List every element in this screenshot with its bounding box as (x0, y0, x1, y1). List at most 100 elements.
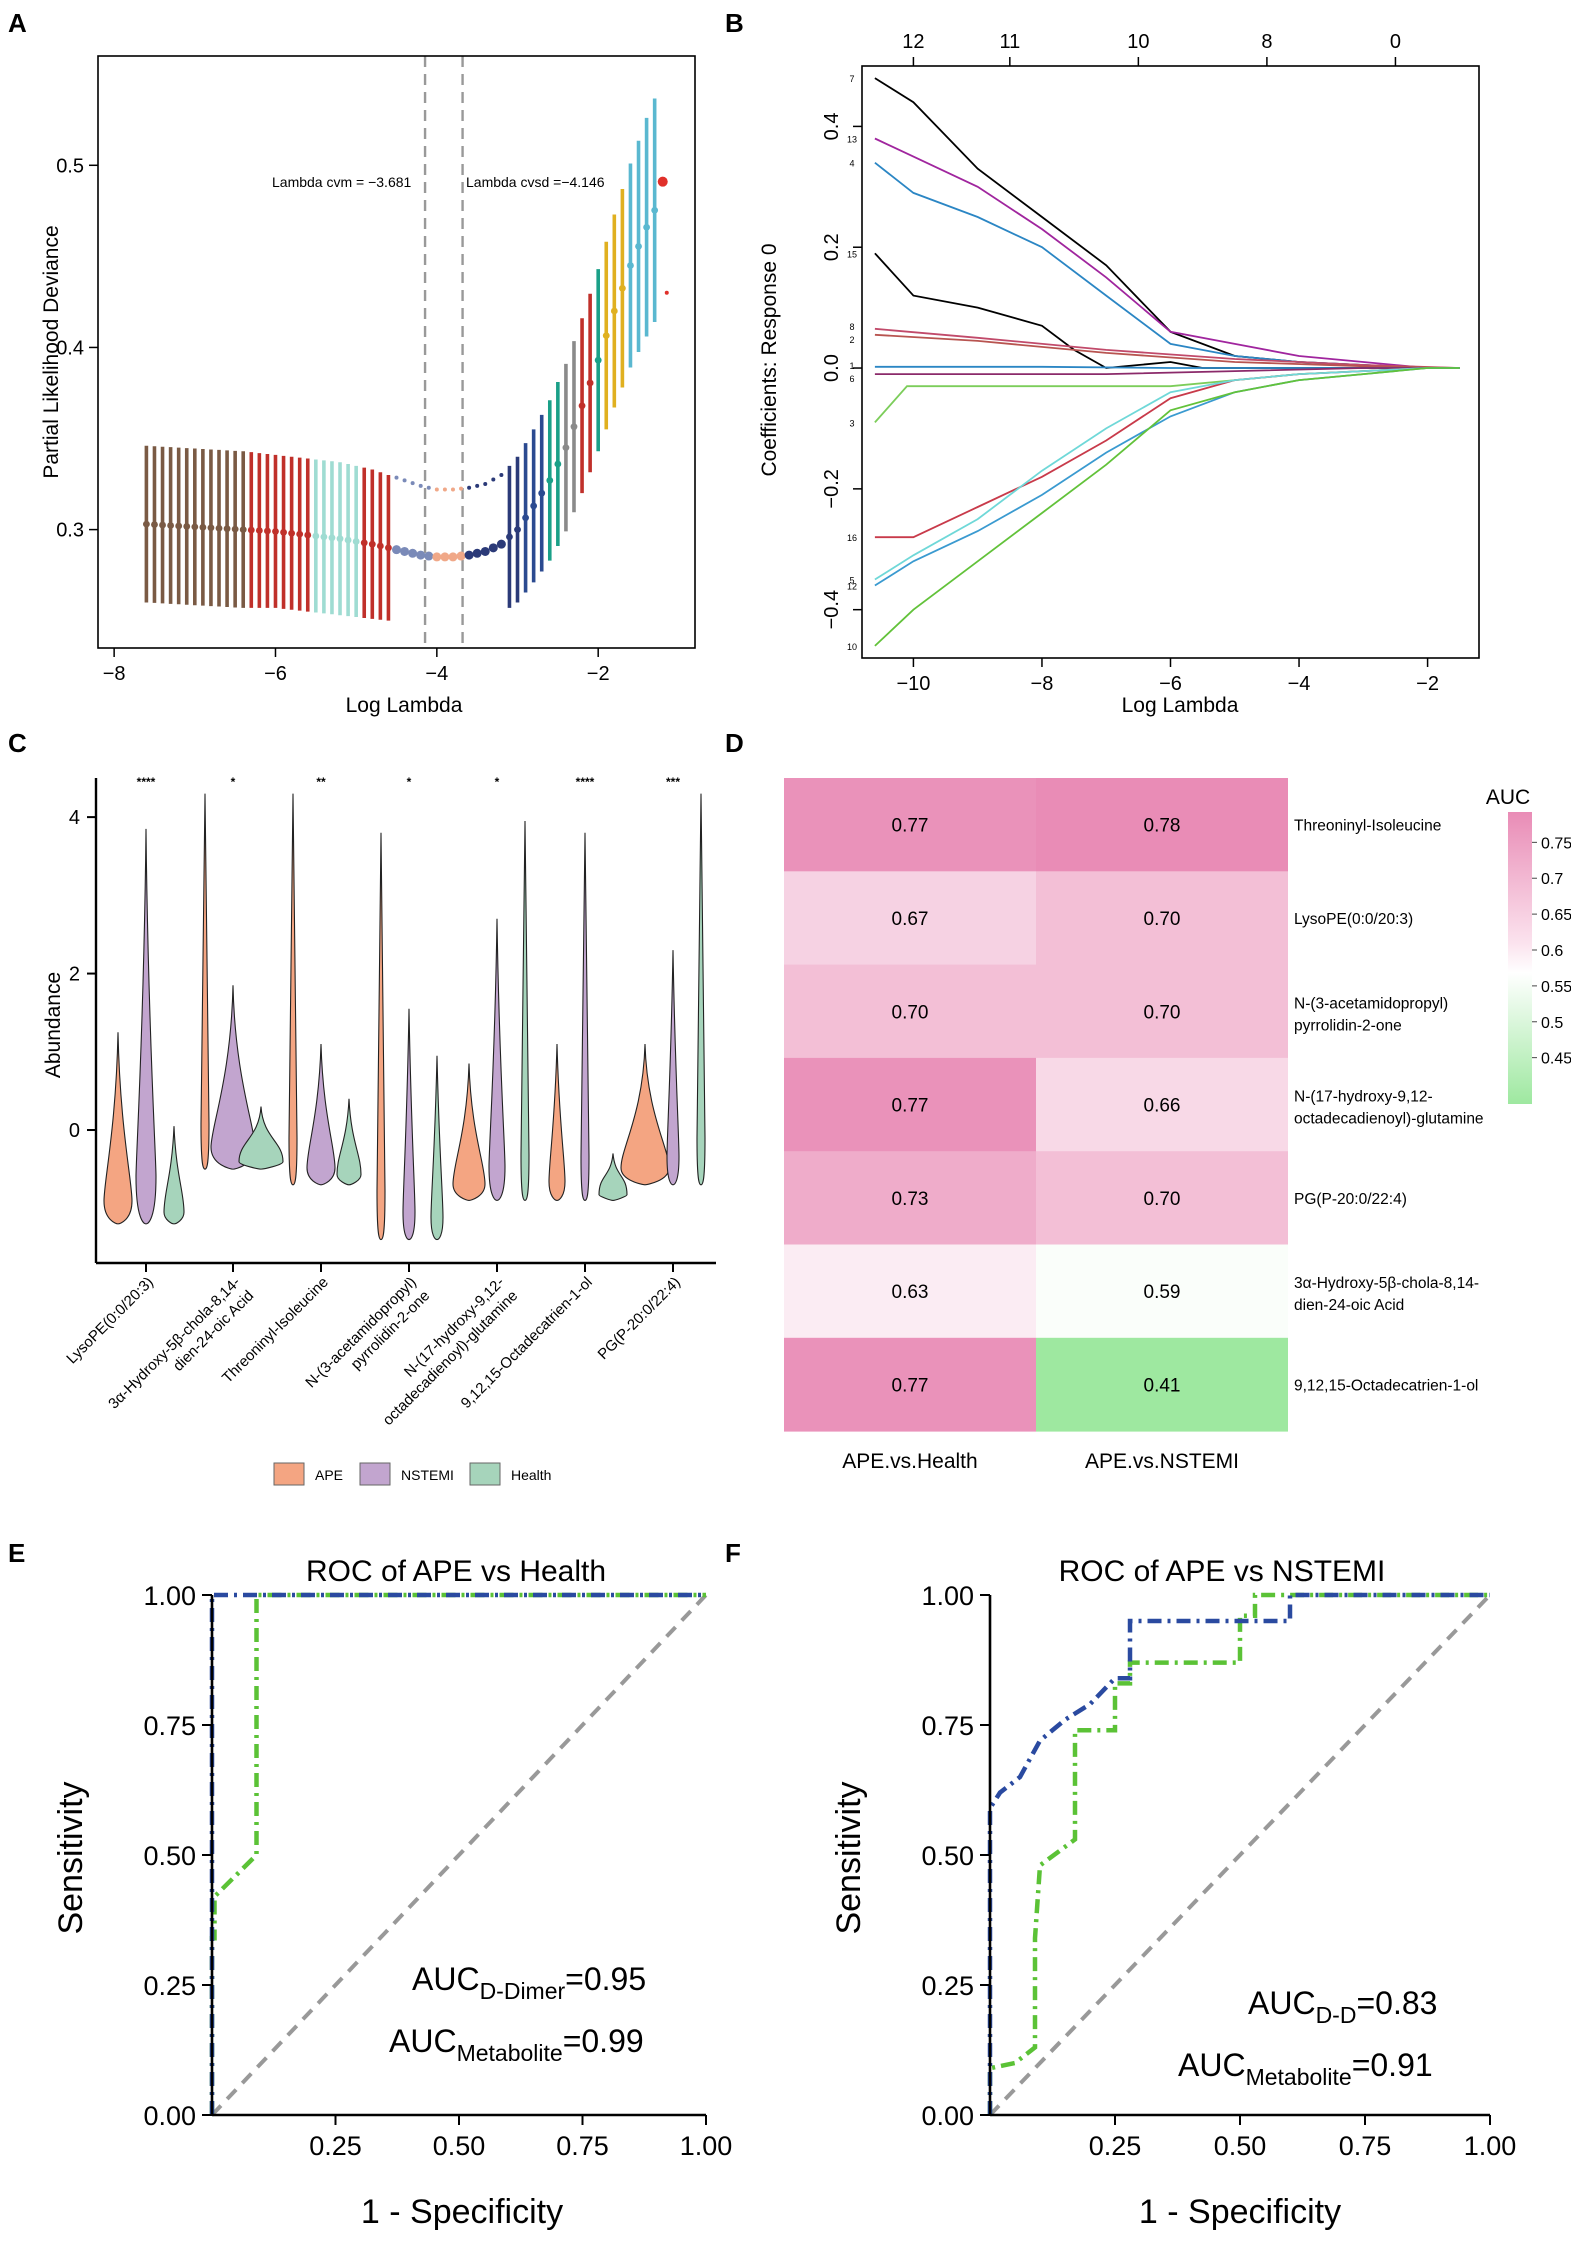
f-xtick-label-2: 0.75 (1339, 2131, 1392, 2161)
mean-point-36 (432, 552, 442, 562)
violin-ape-0 (103, 1032, 133, 1225)
heat-value-6-1: 0.41 (1144, 1375, 1181, 1396)
f-xtick-label-3: 1.00 (1464, 2131, 1517, 2161)
mean-point-29 (376, 542, 384, 550)
mean-point-11 (231, 525, 239, 533)
mean-point-32 (400, 546, 410, 556)
heat-row-label-1: LysoPE(0:0/20:3) (1294, 911, 1413, 928)
f-ytick-label-4: 1.00 (921, 1581, 974, 1611)
error-cap-36 (434, 487, 439, 492)
coef-label-16: 16 (847, 533, 857, 543)
f-ytick-label-2: 0.50 (921, 1841, 974, 1871)
error-cap-40 (467, 485, 472, 490)
panel-e-auc-metabolite-value: =0.99 (563, 2023, 644, 2059)
e-xtick-label-1: 0.50 (433, 2131, 486, 2161)
mean-point-55 (586, 379, 594, 387)
violin-health-4 (520, 821, 530, 1201)
panel-e-ylabel: Sensitivity (52, 1781, 90, 1934)
error-point-last (664, 290, 669, 295)
panel-f-auc-metabolite: AUCMetabolite=0.91 (1178, 2047, 1433, 2090)
mean-point-24 (336, 535, 344, 543)
colorbar (1508, 812, 1532, 1104)
error-cap-33 (410, 481, 415, 486)
mean-point-39 (456, 551, 466, 561)
mean-point-23 (328, 534, 336, 542)
heatmap-col-label-health: APE.vs.Health (842, 1450, 977, 1473)
mean-point-26 (352, 538, 360, 545)
mean-point-62 (643, 223, 650, 231)
coef-label-6: 6 (849, 374, 854, 384)
panel-f-auc-dd: AUCD-D=0.83 (1248, 1985, 1437, 2028)
coef-path-2 (874, 333, 1460, 369)
mean-point-17 (280, 528, 287, 536)
panel-e-axes: 0.00 0.25 0.50 0.75 1.00 0.25 0.50 0.75 1.00 (143, 1581, 732, 2161)
panel-f-auc-metabolite-sub: Metabolite (1246, 2064, 1352, 2090)
heat-row-label-4: PG(P-20:0/22:4) (1294, 1191, 1407, 1208)
heat-value-5-1: 0.59 (1144, 1282, 1181, 1303)
heat-cell-1-1 (1036, 871, 1288, 966)
panel-f-title: ROC of APE vs NSTEMI (1059, 1555, 1386, 1588)
mean-point-0 (143, 520, 150, 528)
heat-value-3-1: 0.66 (1144, 1096, 1181, 1117)
mean-point-61 (635, 242, 642, 250)
heat-cell-2-0 (784, 964, 1036, 1059)
mean-point-49 (538, 489, 546, 497)
heat-cell-2-1 (1036, 964, 1288, 1059)
mean-point-38 (448, 552, 458, 562)
heat-cell-5-0 (784, 1244, 1036, 1339)
coef-label-4: 4 (849, 159, 854, 169)
error-cap-31 (394, 475, 399, 480)
coef-label-5: 5 (849, 575, 854, 585)
violin-ape-3 (376, 832, 386, 1241)
coef-path-8 (874, 327, 1460, 369)
mean-point-28 (368, 540, 376, 548)
mean-point-41 (472, 548, 482, 558)
mean-point-18 (288, 529, 296, 537)
coef-label-13: 13 (847, 134, 857, 144)
mean-point-31 (392, 545, 401, 555)
significance-1: * (231, 775, 236, 789)
mean-point-15 (264, 527, 271, 535)
mean-point-16 (272, 528, 279, 535)
b-xtick-label--8: −8 (1031, 673, 1054, 695)
violin-nstemi-5 (580, 832, 590, 1201)
violin-nstemi-1 (210, 985, 256, 1170)
colorbar-title: AUC (1486, 786, 1530, 809)
colorbar-tick-label-3: 0.6 (1541, 943, 1563, 960)
panel-e-auc-metabolite: AUCMetabolite=0.99 (389, 2023, 644, 2066)
lambda-cvsd-annotation: Lambda cvsd =−4.146 (466, 174, 605, 190)
mean-point-48 (530, 502, 538, 510)
coef-path-10 (874, 367, 1460, 647)
panel-letter-f: F (725, 1538, 741, 1568)
error-cap-32 (402, 478, 407, 483)
panel-a-axes: −8 −6 −4 −2 0.3 0.4 0.5 (56, 155, 609, 685)
f-reference-line (988, 1593, 1492, 2117)
colorbar-tick-label-5: 0.5 (1541, 1015, 1563, 1032)
panel-e-auc-ddimer-sub: D-Dimer (480, 1978, 566, 2004)
panel-f-marks (987, 1592, 1492, 2117)
e-ytick-label-2: 0.50 (143, 1841, 196, 1871)
heat-cell-1-0 (784, 871, 1036, 966)
mean-point-43 (488, 543, 498, 553)
f-ytick-label-3: 0.75 (921, 1711, 974, 1741)
panel-f-axes: 0.00 0.25 0.50 0.75 1.00 0.25 0.50 0.75 1.00 (921, 1581, 1516, 2161)
mean-point-47 (522, 514, 529, 522)
b-ytick-label--0.4: −0.4 (821, 590, 843, 629)
heat-cell-6-0 (784, 1337, 1036, 1432)
panel-b-marks (874, 77, 1460, 647)
a-ytick-label-0.4: 0.4 (56, 337, 84, 359)
error-cap-38 (450, 487, 455, 492)
panel-c-marks (103, 793, 706, 1241)
coef-label-3: 3 (849, 418, 854, 428)
heat-value-1-1: 0.70 (1144, 909, 1181, 930)
b-toptick-label-1: 11 (999, 31, 1020, 53)
heat-row-label-line2-3: octadecadienoyl)-glutamine (1294, 1111, 1484, 1128)
coef-path-5 (874, 367, 1460, 581)
violin-ape-2 (288, 793, 298, 1186)
violin-nstemi-4 (488, 918, 506, 1201)
panel-a-frame (97, 55, 696, 649)
panel-b-xlabel: Log Lambda (1122, 694, 1239, 717)
mean-point-56 (594, 356, 602, 364)
mean-point-59 (618, 284, 626, 292)
significance-6: *** (666, 775, 680, 789)
